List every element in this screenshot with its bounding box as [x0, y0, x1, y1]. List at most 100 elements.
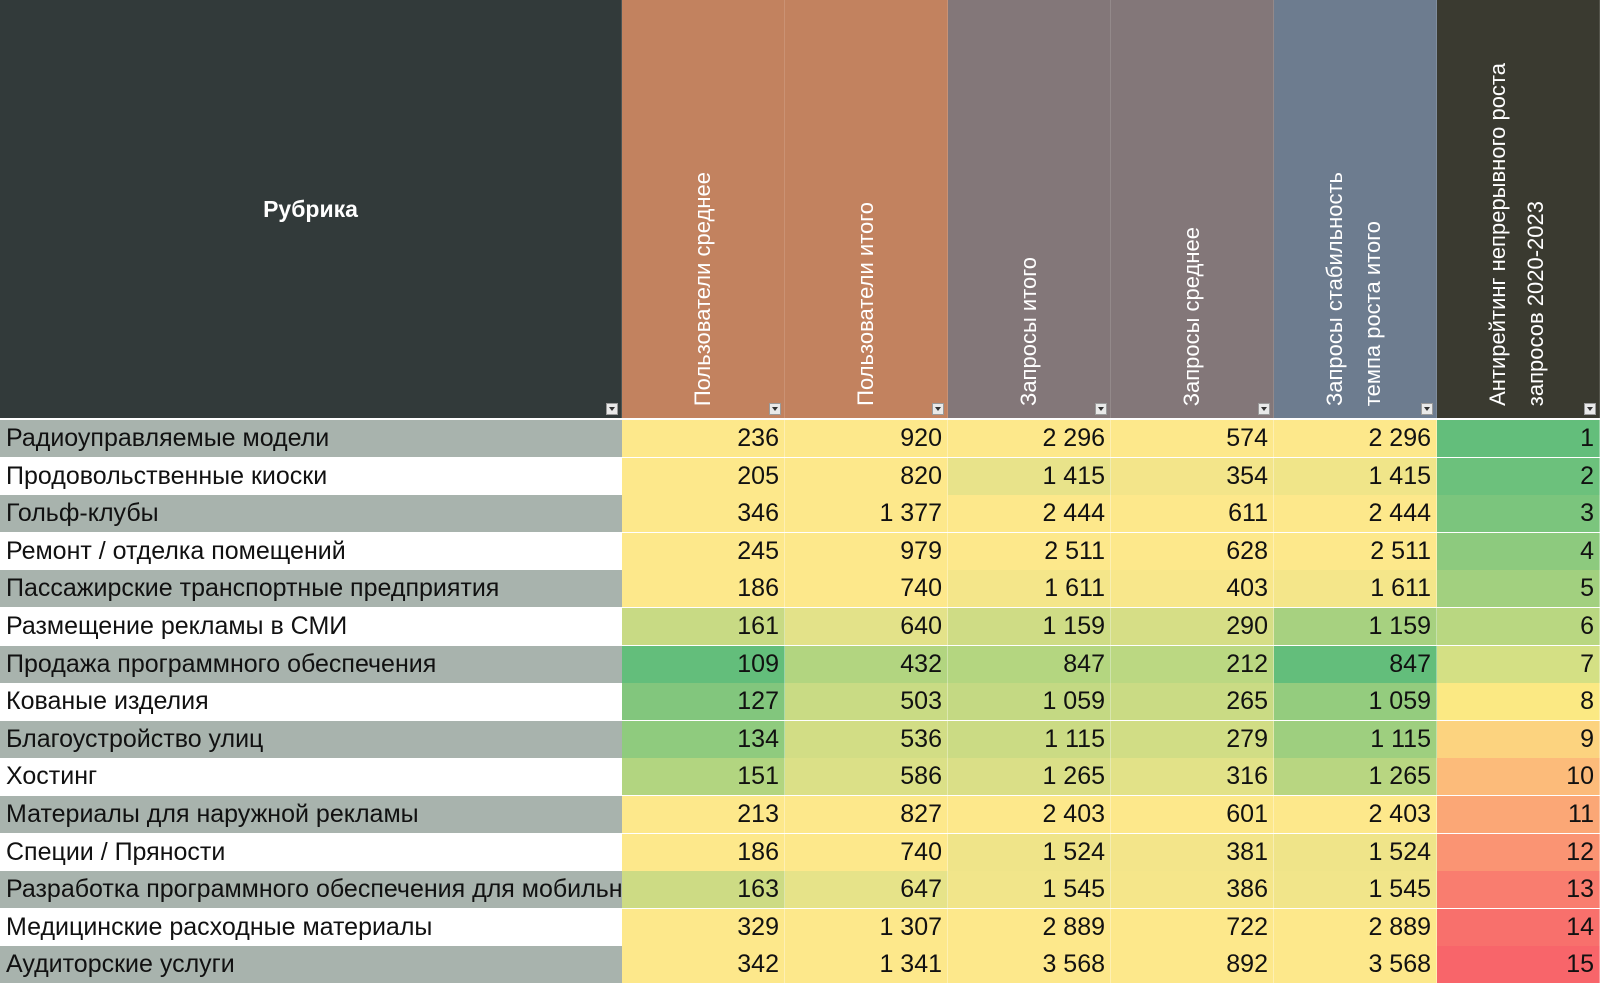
value-cell-c1[interactable]: 346	[622, 495, 785, 533]
table-row[interactable]: Разработка программного обеспечения для …	[0, 871, 1600, 909]
value-cell-c2[interactable]: 432	[785, 645, 948, 683]
value-cell-c2[interactable]: 820	[785, 457, 948, 495]
rubric-cell[interactable]: Аудиторские услуги	[0, 946, 622, 984]
value-cell-c3[interactable]: 1 059	[948, 683, 1111, 721]
table-row[interactable]: Продажа программного обеспечения 109 432 84…	[0, 645, 1600, 683]
rubric-cell[interactable]: Размещение рекламы в СМИ	[0, 608, 622, 645]
value-cell-c3[interactable]: 1 159	[948, 608, 1111, 645]
value-cell-c2[interactable]: 647	[785, 871, 948, 909]
value-cell-c1[interactable]: 213	[622, 796, 785, 833]
table-row[interactable]: Медицинские расходные материалы 329 1 307 2…	[0, 908, 1600, 946]
table-row[interactable]: Пассажирские транспортные предприятия 186…	[0, 570, 1600, 608]
value-cell-c4[interactable]: 601	[1111, 796, 1274, 833]
value-cell-c5[interactable]: 847	[1274, 645, 1437, 683]
rubric-cell[interactable]: Продажа программного обеспечения	[0, 645, 622, 683]
value-cell-c1[interactable]: 205	[622, 457, 785, 495]
rubric-cell[interactable]: Ремонт / отделка помещений	[0, 532, 622, 570]
rubric-cell[interactable]: Гольф-клубы	[0, 495, 622, 533]
value-cell-c3[interactable]: 2 296	[948, 420, 1111, 457]
value-cell-c5[interactable]: 1 415	[1274, 457, 1437, 495]
rubric-cell[interactable]: Кованые изделия	[0, 683, 622, 721]
value-cell-c1[interactable]: 151	[622, 758, 785, 796]
value-cell-c4[interactable]: 316	[1111, 758, 1274, 796]
column-header-requests-avg[interactable]: Запросы среднее	[1111, 0, 1274, 418]
value-cell-c5[interactable]: 2 889	[1274, 908, 1437, 946]
value-cell-c1[interactable]: 163	[622, 871, 785, 909]
value-cell-c6[interactable]: 9	[1437, 720, 1600, 758]
value-cell-c6[interactable]: 7	[1437, 645, 1600, 683]
value-cell-c5[interactable]: 1 545	[1274, 871, 1437, 909]
value-cell-c3[interactable]: 1 611	[948, 570, 1111, 608]
rubric-cell[interactable]: Материалы для наружной рекламы	[0, 796, 622, 833]
table-row[interactable]: Материалы для наружной рекламы 213 827 2 40…	[0, 796, 1600, 833]
rubric-cell[interactable]: Специи / Пряности	[0, 833, 622, 871]
value-cell-c6[interactable]: 8	[1437, 683, 1600, 721]
table-row[interactable]: Продовольственные киоски 205 820 1 415 354 1 …	[0, 457, 1600, 495]
value-cell-c4[interactable]: 354	[1111, 457, 1274, 495]
value-cell-c6[interactable]: 15	[1437, 946, 1600, 984]
value-cell-c5[interactable]: 3 568	[1274, 946, 1437, 984]
column-header-rubric[interactable]: Рубрика	[0, 0, 622, 418]
value-cell-c2[interactable]: 586	[785, 758, 948, 796]
value-cell-c2[interactable]: 740	[785, 833, 948, 871]
value-cell-c4[interactable]: 611	[1111, 495, 1274, 533]
value-cell-c6[interactable]: 12	[1437, 833, 1600, 871]
value-cell-c6[interactable]: 3	[1437, 495, 1600, 533]
value-cell-c2[interactable]: 920	[785, 420, 948, 457]
value-cell-c5[interactable]: 2 296	[1274, 420, 1437, 457]
value-cell-c3[interactable]: 2 444	[948, 495, 1111, 533]
value-cell-c1[interactable]: 186	[622, 833, 785, 871]
table-row[interactable]: Кованые изделия 127 503 1 059 265 1 059 8	[0, 683, 1600, 721]
value-cell-c3[interactable]: 3 568	[948, 946, 1111, 984]
value-cell-c2[interactable]: 640	[785, 608, 948, 645]
table-row[interactable]: Хостинг 151 586 1 265 316 1 265 10	[0, 758, 1600, 796]
value-cell-c5[interactable]: 1 115	[1274, 720, 1437, 758]
rubric-cell[interactable]: Медицинские расходные материалы	[0, 908, 622, 946]
value-cell-c1[interactable]: 186	[622, 570, 785, 608]
filter-dropdown-icon[interactable]	[1258, 403, 1270, 415]
filter-dropdown-icon[interactable]	[606, 403, 618, 415]
value-cell-c4[interactable]: 212	[1111, 645, 1274, 683]
column-header-requests-stability[interactable]: Запросы стабильность темпа роста итого	[1274, 0, 1437, 418]
value-cell-c2[interactable]: 827	[785, 796, 948, 833]
value-cell-c5[interactable]: 2 403	[1274, 796, 1437, 833]
value-cell-c6[interactable]: 6	[1437, 608, 1600, 645]
value-cell-c4[interactable]: 628	[1111, 532, 1274, 570]
value-cell-c3[interactable]: 2 403	[948, 796, 1111, 833]
value-cell-c3[interactable]: 1 115	[948, 720, 1111, 758]
column-header-users-avg[interactable]: Пользователи среднее	[622, 0, 785, 418]
value-cell-c2[interactable]: 503	[785, 683, 948, 721]
table-row[interactable]: Ремонт / отделка помещений 245 979 2 511 628…	[0, 532, 1600, 570]
value-cell-c1[interactable]: 127	[622, 683, 785, 721]
column-header-requests-total[interactable]: Запросы итого	[948, 0, 1111, 418]
value-cell-c1[interactable]: 342	[622, 946, 785, 984]
rubric-cell[interactable]: Продовольственные киоски	[0, 457, 622, 495]
value-cell-c6[interactable]: 5	[1437, 570, 1600, 608]
value-cell-c3[interactable]: 847	[948, 645, 1111, 683]
value-cell-c1[interactable]: 134	[622, 720, 785, 758]
value-cell-c6[interactable]: 14	[1437, 908, 1600, 946]
value-cell-c4[interactable]: 279	[1111, 720, 1274, 758]
column-header-users-total[interactable]: Пользователи итого	[785, 0, 948, 418]
value-cell-c1[interactable]: 329	[622, 908, 785, 946]
table-row[interactable]: Благоустройство улиц 134 536 1 115 279 1 115 9	[0, 720, 1600, 758]
value-cell-c6[interactable]: 10	[1437, 758, 1600, 796]
value-cell-c2[interactable]: 979	[785, 532, 948, 570]
value-cell-c5[interactable]: 1 059	[1274, 683, 1437, 721]
value-cell-c1[interactable]: 245	[622, 532, 785, 570]
value-cell-c6[interactable]: 4	[1437, 532, 1600, 570]
filter-dropdown-icon[interactable]	[1584, 403, 1596, 415]
rubric-cell[interactable]: Радиоуправляемые модели	[0, 420, 622, 457]
table-row[interactable]: Аудиторские услуги 342 1 341 3 568 892 3 568 1…	[0, 946, 1600, 984]
table-row[interactable]: Специи / Пряности 186 740 1 524 381 1 524 12	[0, 833, 1600, 871]
value-cell-c2[interactable]: 536	[785, 720, 948, 758]
filter-dropdown-icon[interactable]	[1095, 403, 1107, 415]
value-cell-c3[interactable]: 1 524	[948, 833, 1111, 871]
filter-dropdown-icon[interactable]	[1421, 403, 1433, 415]
value-cell-c4[interactable]: 290	[1111, 608, 1274, 645]
column-header-antirating[interactable]: Антирейтинг непрерывного роста запросов …	[1437, 0, 1600, 418]
table-row[interactable]: Радиоуправляемые модели 236 920 2 296 574 2 2…	[0, 420, 1600, 457]
value-cell-c3[interactable]: 2 511	[948, 532, 1111, 570]
filter-dropdown-icon[interactable]	[769, 403, 781, 415]
value-cell-c4[interactable]: 892	[1111, 946, 1274, 984]
